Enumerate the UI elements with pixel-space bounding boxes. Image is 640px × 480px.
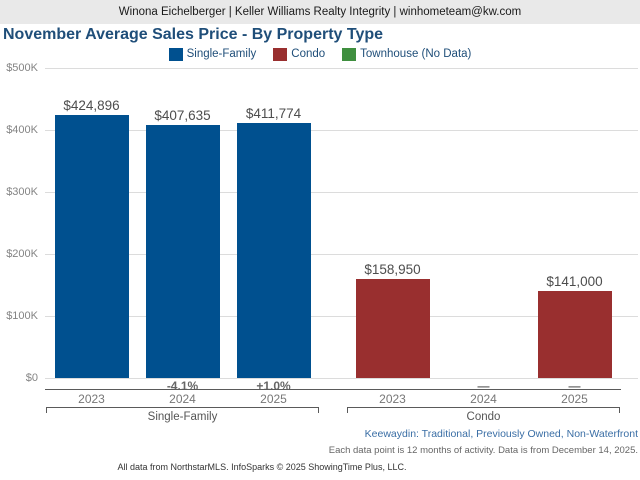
- legend-item-townhouse-no-data[interactable]: Townhouse (No Data): [342, 47, 472, 61]
- agent-header: Winona Eichelberger | Keller Williams Re…: [0, 0, 640, 24]
- bar-single-family-2023[interactable]: [54, 115, 129, 378]
- group-label-single-family: Single-Family: [147, 411, 218, 423]
- pct-change-label: —: [477, 379, 490, 393]
- pct-change-label: +1.0%: [256, 379, 291, 393]
- gridline: [45, 254, 638, 255]
- legend-item-label: Condo: [291, 48, 326, 60]
- legend-item-condo[interactable]: Condo: [273, 47, 326, 61]
- year-label: 2024: [470, 392, 497, 406]
- data-note: Each data point is 12 months of activity…: [328, 445, 638, 456]
- year-label: 2025: [260, 392, 287, 406]
- year-label: 2024: [169, 392, 196, 406]
- year-label: 2023: [78, 392, 105, 406]
- gridline: [45, 130, 638, 131]
- chart-title: November Average Sales Price - By Proper…: [3, 26, 384, 43]
- y-axis-label: $100K: [6, 310, 38, 322]
- y-axis-label: $0: [25, 372, 38, 384]
- year-label: 2023: [379, 392, 406, 406]
- y-axis-label: $200K: [6, 248, 38, 260]
- legend-swatch-icon: [273, 47, 288, 61]
- group-bracket-single-family: [46, 407, 319, 413]
- filter-summary: Keewaydin: Traditional, Previously Owned…: [364, 428, 638, 440]
- bar-value-label: $411,774: [245, 106, 302, 121]
- gridline: [45, 192, 638, 193]
- legend-swatch-icon: [168, 47, 183, 61]
- y-axis-label: $300K: [6, 186, 38, 198]
- y-axis-label: $400K: [6, 124, 38, 136]
- legend-item-label: Townhouse (No Data): [360, 48, 472, 60]
- legend-swatch-icon: [342, 47, 357, 61]
- bar-value-label: $424,896: [63, 98, 120, 113]
- group-label-condo: Condo: [466, 411, 501, 423]
- bar-condo-2025[interactable]: [537, 291, 612, 378]
- legend-item-single-family[interactable]: Single-Family: [168, 47, 257, 61]
- x-axis-line: [45, 389, 621, 390]
- copyright-line: All data from NorthstarMLS. InfoSparks ©…: [117, 462, 407, 472]
- group-bracket-condo: [347, 407, 620, 413]
- pct-change-label: —: [568, 379, 581, 393]
- gridline: [45, 316, 638, 317]
- bar-value-label: $407,635: [154, 108, 211, 123]
- bar-single-family-2025[interactable]: [236, 123, 311, 378]
- legend-item-label: Single-Family: [186, 48, 257, 60]
- bar-value-label: $141,000: [546, 274, 603, 289]
- year-label: 2025: [561, 392, 588, 406]
- agent-header-text: Winona Eichelberger | Keller Williams Re…: [118, 6, 522, 18]
- bar-condo-2023[interactable]: [355, 279, 430, 378]
- legend: Single-Family Condo Townhouse (No Data): [0, 46, 640, 62]
- gridline: [45, 68, 638, 69]
- gridline: [45, 378, 638, 379]
- y-axis-label: $500K: [6, 62, 38, 74]
- bar-value-label: $158,950: [364, 262, 421, 277]
- pct-change-label: -4.1%: [166, 379, 199, 393]
- bar-single-family-2024[interactable]: [145, 125, 220, 378]
